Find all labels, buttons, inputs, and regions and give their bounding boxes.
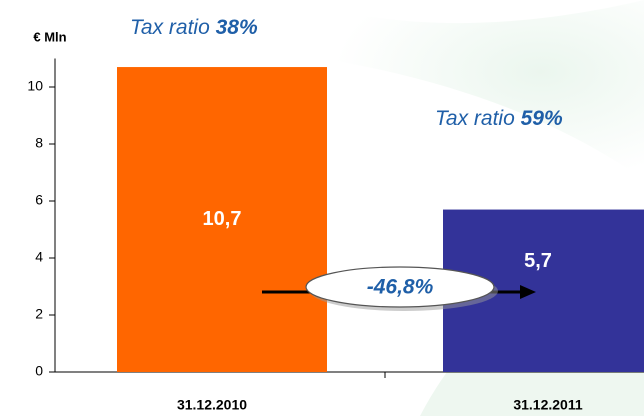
annotation-emphasis: 59% (521, 107, 563, 130)
change-label: -46,8% (367, 276, 434, 299)
annotation-text: Tax ratio (130, 16, 210, 39)
annotation: Tax ratio 38% (130, 16, 258, 39)
y-tick-label: 10 (27, 78, 43, 94)
y-tick-label: 4 (35, 249, 43, 265)
annotation: Tax ratio 59% (435, 107, 563, 130)
annotation-text: Tax ratio (435, 107, 515, 130)
y-tick-label: 6 (35, 192, 43, 208)
x-tick-label: 31.12.2011 (513, 397, 583, 413)
bar (117, 67, 327, 373)
bubble (305, 266, 495, 308)
y-axis-label: € Mln (33, 29, 66, 44)
value-label: 5,7 (524, 250, 552, 272)
y-tick-label: 8 (35, 135, 43, 151)
y-tick-label: 0 (35, 363, 43, 379)
value-label: 10,7 (203, 208, 242, 230)
plot: 0 2 4 6 8 10 31.12.2010 10,7 31.12.2011 5,7 Tax ra… (27, 16, 644, 413)
y-tick-label: 2 (35, 306, 43, 322)
annotation-emphasis: 38% (216, 16, 258, 39)
arrow-head (520, 285, 536, 299)
background-swirl (300, 0, 644, 180)
x-tick-label: 31.12.2010 (177, 397, 247, 413)
